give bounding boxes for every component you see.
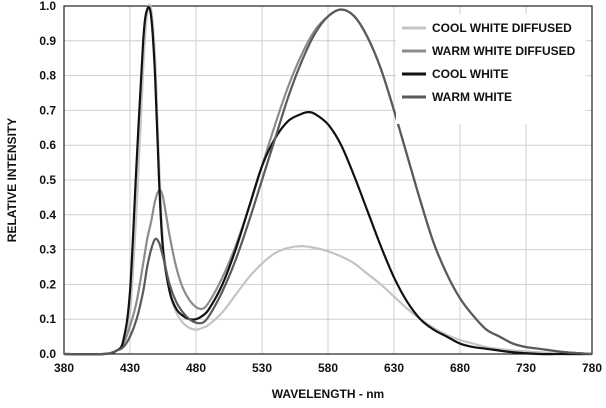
legend-label-warm-white-diffused: WARM WHITE DIFFUSED — [432, 44, 576, 58]
y-tick-label: 0.7 — [39, 103, 56, 117]
y-tick-label: 0.3 — [39, 243, 56, 257]
series-line-cool-white — [63, 5, 592, 356]
x-tick-label: 580 — [318, 361, 338, 375]
legend-label-cool-white-diffused: COOL WHITE DIFFUSED — [432, 21, 572, 35]
series-lines — [63, 3, 593, 356]
series-line-warm-white — [63, 8, 593, 356]
y-tick-label: 0.1 — [39, 312, 56, 326]
series-line-cool-white-diffused — [63, 3, 593, 356]
legend-label-cool-white: COOL WHITE — [432, 67, 508, 81]
y-tick-label: 0.6 — [39, 138, 56, 152]
legend-label-warm-white: WARM WHITE — [432, 90, 512, 104]
legend: COOL WHITE DIFFUSED WARM WHITE DIFFUSED CO… — [396, 14, 586, 124]
y-tick-label: 1.0 — [39, 0, 56, 13]
x-axis-title: WAVELENGTH - nm — [272, 387, 384, 401]
y-tick-label: 0.8 — [39, 69, 56, 83]
y-tick-label: 0.5 — [39, 173, 56, 187]
x-tick-label: 480 — [186, 361, 206, 375]
x-tick-label: 780 — [582, 361, 602, 375]
y-tick-label: 0.2 — [39, 277, 56, 291]
x-tick-label: 380 — [54, 361, 74, 375]
y-tick-label: 0.4 — [39, 208, 56, 222]
y-axis-title: RELATIVE INTENSITY — [5, 118, 19, 242]
legend-background — [396, 14, 586, 124]
x-tick-label: 680 — [450, 361, 470, 375]
y-tick-labels: 0.0 0.1 0.2 0.3 0.4 0.5 0.6 0.7 0.8 0.9 1.0 — [39, 0, 56, 361]
x-tick-labels: 380 430 480 530 580 630 680 730 780 — [54, 361, 602, 375]
x-tick-label: 730 — [516, 361, 536, 375]
y-tick-label: 0.0 — [39, 347, 56, 361]
y-tick-label: 0.9 — [39, 34, 56, 48]
x-tick-label: 430 — [120, 361, 140, 375]
plot-frame — [63, 5, 593, 355]
x-tick-label: 630 — [384, 361, 404, 375]
x-tick-label: 530 — [252, 361, 272, 375]
